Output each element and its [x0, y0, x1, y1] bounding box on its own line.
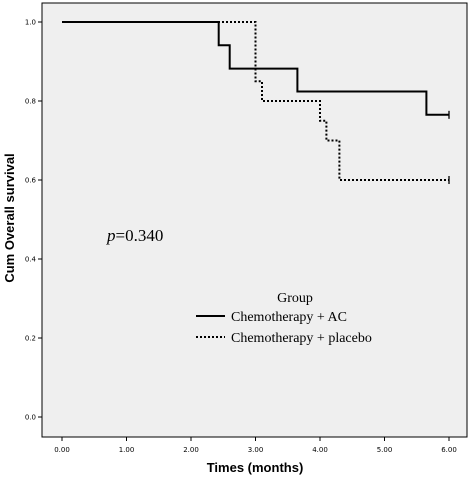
legend-label-chemotherapy-placebo: Chemotherapy + placebo: [231, 331, 372, 346]
y-tick-label: 1.0: [25, 19, 36, 27]
p-value-annotation: p=0.340: [106, 226, 163, 245]
x-tick-label: 2.00: [183, 446, 199, 454]
axes: 0.00 1.00 2.00 3.00 4.00 5.00 6.00 0.0 0.2 0.4 0.6…: [25, 19, 457, 455]
p-value-symbol: p: [106, 226, 116, 245]
legend-title: Group: [277, 291, 313, 306]
x-tick-label: 4.00: [312, 446, 328, 454]
y-tick-label: 0.8: [25, 98, 36, 106]
series-layer: [62, 21, 450, 184]
x-tick-label: 3.00: [248, 446, 264, 454]
legend-label-chemotherapy-ac: Chemotherapy + AC: [231, 310, 347, 325]
plot-area: [41, 2, 468, 438]
x-tick-label: 6.00: [441, 446, 457, 454]
x-tick-label: 0.00: [54, 446, 70, 454]
x-tick-label: 1.00: [119, 446, 135, 454]
y-tick-label: 0.6: [25, 177, 37, 185]
p-value-number: =0.340: [116, 226, 164, 245]
x-tick-label: 5.00: [377, 446, 393, 454]
y-axis-title: Cum Overall survival: [2, 153, 17, 282]
legend: Group Chemotherapy + AC Chemotherapy + p…: [196, 291, 372, 346]
x-axis-title: Times (months): [207, 460, 304, 475]
series-line-chemotherapy-ac: [62, 21, 449, 116]
y-tick-label: 0.0: [25, 414, 36, 422]
y-tick-label: 0.2: [25, 335, 36, 343]
y-tick-label: 0.4: [25, 256, 37, 264]
